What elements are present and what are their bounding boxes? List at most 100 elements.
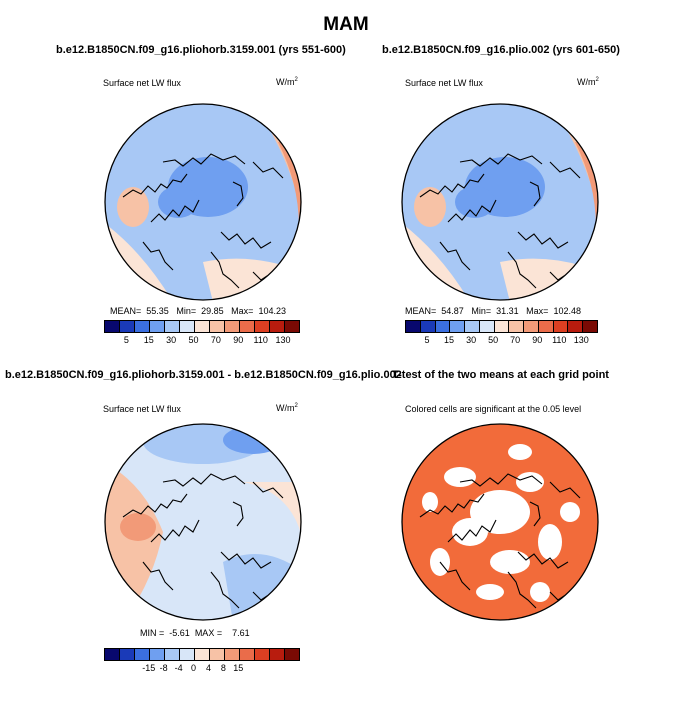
panel-3-polar-map xyxy=(104,423,302,621)
colorbar-swatch xyxy=(120,321,135,332)
panel-4-variable-label: Colored cells are significant at the 0.0… xyxy=(405,404,582,414)
colorbar-swatch xyxy=(210,321,225,332)
colorbar-tick-label: 15 xyxy=(143,335,154,345)
colorbar-swatch xyxy=(165,321,180,332)
field-region xyxy=(455,186,495,218)
coastline-segment xyxy=(507,251,537,289)
shaded-field xyxy=(105,424,301,620)
figure-title: MAM xyxy=(323,14,369,35)
field-region xyxy=(243,482,301,542)
colorbar-tick-label: 5 xyxy=(424,335,430,345)
colorbar-swatch xyxy=(135,321,150,332)
coastline-segment xyxy=(517,551,569,569)
colorbar-tick-label: 130 xyxy=(275,335,291,345)
colorbar-tick-label: -4 xyxy=(174,663,183,673)
colorbar-swatch xyxy=(420,321,436,332)
coastline-segment xyxy=(162,473,246,487)
colorbar-swatch xyxy=(270,321,285,332)
non-significant-region xyxy=(490,550,530,574)
coastline-segment xyxy=(142,241,174,271)
colorbar-swatch xyxy=(135,649,150,660)
panel-1-variable-label: Surface net LW flux xyxy=(103,78,181,88)
shaded-field xyxy=(402,104,598,300)
colorbar-swatch xyxy=(120,649,135,660)
coastline-segment xyxy=(220,551,272,569)
colorbar-tick-label: 15 xyxy=(233,663,244,673)
colorbar-swatch xyxy=(255,321,270,332)
colorbar-swatch xyxy=(479,321,495,332)
colorbar-swatch xyxy=(553,321,569,332)
map-boundary xyxy=(104,103,302,301)
panel-1-colorbar-ticks: 5 15 30 50 70 90 110 130 xyxy=(104,335,298,347)
colorbar-tick-label: 0 xyxy=(191,663,197,673)
colorbar-swatch xyxy=(225,649,240,660)
coastline-segment xyxy=(459,473,543,487)
coastline-segment xyxy=(507,571,537,609)
colorbar-swatch xyxy=(150,321,165,332)
coastline xyxy=(122,473,284,609)
panel-4-header: T-test of the two means at each grid poi… xyxy=(392,369,609,381)
panel-1-stats: MEAN= 55.35 Min= 29.85 Max= 104.23 xyxy=(110,306,286,316)
colorbar-swatch xyxy=(240,321,255,332)
colorbar-tick-label: 30 xyxy=(466,335,477,345)
field-region xyxy=(117,187,149,227)
non-significant-region xyxy=(538,524,562,560)
coastline-segment xyxy=(517,231,569,249)
colorbar-swatch xyxy=(509,321,525,332)
colorbar-swatch xyxy=(255,649,270,660)
colorbar-tick-label: 50 xyxy=(188,335,199,345)
colorbar-tick-label: 8 xyxy=(220,663,226,673)
map-boundary xyxy=(104,423,302,621)
coastline-segment xyxy=(252,161,284,179)
colorbar-swatch xyxy=(285,321,299,332)
colorbar-tick-label: -15 xyxy=(142,663,156,673)
panel-2-header: b.e12.B1850CN.f09_g16.plio.002 (yrs 601-… xyxy=(382,44,620,56)
panel-1-polar-map xyxy=(104,103,302,301)
coastline-segment xyxy=(549,161,581,179)
coastline-segment xyxy=(210,571,240,609)
panel-2-stats: MEAN= 54.87 Min= 31.31 Max= 102.48 xyxy=(405,306,581,316)
non-significant-region xyxy=(444,467,476,487)
colorbar-swatch xyxy=(494,321,510,332)
colorbar-swatch xyxy=(435,321,451,332)
colorbar-swatch xyxy=(538,321,554,332)
panel-3-colorbar-ticks: -15 -8 -4 0 4 8 15 xyxy=(104,663,298,675)
colorbar-swatch xyxy=(105,321,120,332)
panel-4-significance-map xyxy=(401,423,599,621)
coastline-segment xyxy=(447,519,497,543)
colorbar-swatch xyxy=(465,321,480,332)
panel-1-header: b.e12.B1850CN.f09_g16.pliohorb.3159.001 … xyxy=(56,44,346,56)
coastline xyxy=(419,473,581,609)
coastline-segment xyxy=(150,199,200,223)
non-significant-region xyxy=(516,472,544,492)
colorbar-swatch xyxy=(524,321,539,332)
panel-3-variable-label: Surface net LW flux xyxy=(103,404,181,414)
panel-2-colorbar xyxy=(405,320,598,333)
panel-2-polar-map xyxy=(401,103,599,301)
colorbar-swatch xyxy=(270,649,285,660)
colorbar-swatch xyxy=(195,649,210,660)
colorbar-swatch xyxy=(180,321,195,332)
panel-2-units-label: W/m2 xyxy=(577,77,599,87)
shaded-field xyxy=(402,424,598,620)
coastline-segment xyxy=(162,153,246,167)
field-region xyxy=(120,513,156,541)
non-significant-region xyxy=(560,502,580,522)
panel-3-colorbar xyxy=(104,648,300,661)
panel-3-header: b.e12.B1850CN.f09_g16.pliohorb.3159.001 … xyxy=(5,369,402,381)
colorbar-tick-label: 110 xyxy=(253,335,268,345)
coastline-segment xyxy=(439,561,471,591)
colorbar-tick-label: 30 xyxy=(166,335,177,345)
panel-1-colorbar xyxy=(104,320,300,333)
colorbar-tick-label: -8 xyxy=(159,663,168,673)
coastline-segment xyxy=(439,241,471,271)
colorbar-swatch xyxy=(210,649,225,660)
colorbar-swatch xyxy=(450,321,466,332)
non-significant-region xyxy=(452,518,488,546)
coastline-segment xyxy=(419,173,485,198)
colorbar-tick-label: 70 xyxy=(510,335,521,345)
non-significant-region xyxy=(508,444,532,460)
colorbar-tick-label: 5 xyxy=(123,335,129,345)
panel-2-variable-label: Surface net LW flux xyxy=(405,78,483,88)
colorbar-swatch xyxy=(105,649,120,660)
